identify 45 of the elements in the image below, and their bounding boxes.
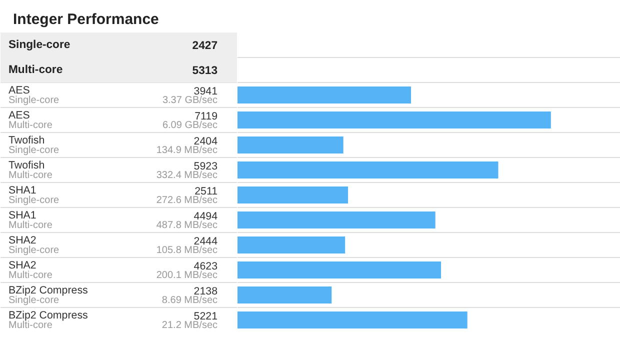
- y-tick-label: SHA2 Single-core: [8, 234, 60, 256]
- text: 105.8 MB/sec: [156, 245, 218, 256]
- text: 2427: [192, 40, 218, 52]
- text: Single-core: [8, 39, 70, 51]
- bar: [238, 262, 442, 278]
- data-label: 2511: [194, 186, 218, 198]
- data-label: 5221: [194, 310, 218, 322]
- bar: [238, 86, 411, 104]
- bar: [238, 236, 346, 254]
- text: 200.1 MB/sec: [156, 270, 218, 281]
- data-label: 3941: [194, 86, 218, 98]
- data-label: 4494: [194, 210, 218, 222]
- data-label: 2444: [194, 236, 218, 248]
- data-label: 7119: [194, 110, 218, 122]
- text: 3.37 GB/sec: [162, 95, 218, 106]
- bar: [238, 162, 498, 178]
- y-tick-label: SHA2 Multi-core: [8, 260, 53, 281]
- y-tick-label: BZip2 Compress Single-core: [8, 284, 88, 306]
- bar: [238, 312, 468, 328]
- data-label: 2138: [194, 286, 218, 298]
- bar: [238, 212, 436, 228]
- text: 332.4 MB/sec: [156, 170, 218, 181]
- data-label: 5923: [194, 160, 218, 172]
- y-tick-label: BZip2 Compress Multi-core: [8, 310, 88, 331]
- text: 487.8 MB/sec: [156, 220, 218, 231]
- text: Integer Performance: [13, 10, 159, 30]
- text: Multi-core: [8, 64, 63, 76]
- text: 6.09 GB/sec: [162, 120, 218, 131]
- y-tick-label: AES Single-core: [8, 84, 60, 106]
- bar: [238, 286, 332, 304]
- text: 5313: [192, 65, 218, 77]
- bar: [238, 186, 348, 204]
- bar: [238, 112, 551, 128]
- y-tick-label: SHA1 Single-core: [8, 184, 60, 206]
- y-tick-label: AES Multi-core: [8, 110, 53, 131]
- y-tick-label: Twofish Single-core: [8, 134, 60, 156]
- text: 8.69 MB/sec: [162, 295, 218, 306]
- data-label: 4623: [194, 260, 218, 272]
- y-tick-label: SHA1 Multi-core: [8, 210, 53, 231]
- data-label: 2404: [194, 136, 218, 148]
- y-tick-label: Twofish Multi-core: [8, 160, 53, 181]
- text: 134.9 MB/sec: [156, 145, 218, 156]
- text: 272.6 MB/sec: [156, 195, 218, 206]
- text: 21.2 MB/sec: [162, 320, 218, 331]
- bar: [238, 136, 344, 154]
